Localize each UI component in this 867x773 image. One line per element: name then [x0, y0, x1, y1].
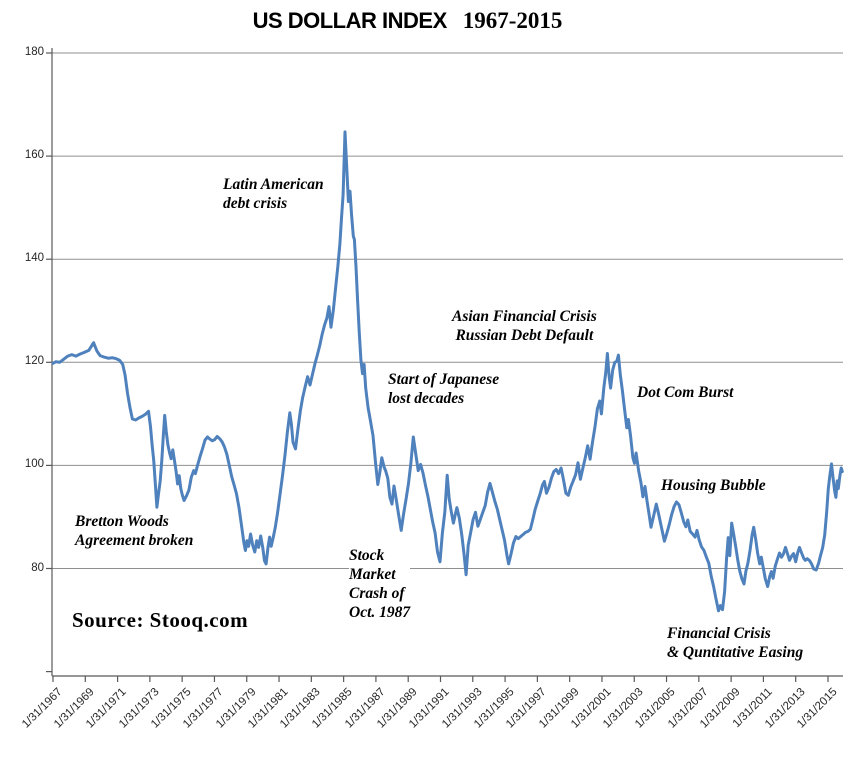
annotation-bretton-woods: Bretton Woods Agreement broken [75, 512, 194, 550]
annotation-line: Russian Debt Default [455, 327, 594, 344]
y-axis-label: 100 [24, 458, 44, 471]
annotation-line: Agreement broken [75, 532, 194, 549]
y-axis-label: 140 [24, 252, 44, 265]
annotation-line: Dot Com Burst [637, 384, 734, 401]
annotation-line: debt crisis [223, 195, 288, 212]
chart-title-main: US DOLLAR INDEX [252, 8, 448, 33]
y-axis-label: 120 [24, 355, 44, 368]
annotation-japanese-lost-decades: Start of Japanese lost decades [388, 370, 500, 408]
y-axis-label: 160 [24, 149, 44, 162]
annotation-financial-crisis-qe: Financial Crisis & Quntitative Easing [667, 624, 804, 662]
annotation-line: Start of Japanese [388, 371, 500, 388]
annotation-line: Asian Financial Crisis [452, 308, 597, 325]
annotation-line: Financial Crisis [667, 625, 771, 642]
chart-title: US DOLLAR INDEX 1967-2015 [0, 8, 867, 34]
dollar-index-line [51, 130, 844, 613]
annotation-line: & Quntitative Easing [667, 644, 804, 661]
annotation-dot-com-burst: Dot Com Burst [637, 383, 734, 402]
annotation-line: Latin American [223, 176, 324, 193]
annotation-line: Oct. 1987 [349, 604, 411, 621]
annotation-asian-crisis-russian-default: Asian Financial Crisis Russian Debt Defau… [452, 307, 597, 345]
annotation-line: lost decades [388, 390, 465, 407]
y-axis-label: 80 [31, 561, 44, 574]
chart-title-range: 1967-2015 [462, 8, 563, 33]
annotation-line: Bretton Woods [75, 513, 169, 530]
annotation-line: Market [349, 566, 396, 583]
source-note: Source: Stooq.com [72, 608, 249, 632]
annotation-latin-american-debt-crisis: Latin American debt crisis [223, 175, 324, 213]
annotation-line: Stock [349, 547, 385, 564]
annotation-housing-bubble: Housing Bubble [661, 476, 766, 495]
annotation-line: Crash of [349, 585, 405, 602]
annotation-stock-market-crash-1987: Stock Market Crash of Oct. 1987 [349, 546, 411, 622]
y-axis-label: 180 [24, 46, 44, 58]
annotation-line: Housing Bubble [661, 477, 766, 494]
